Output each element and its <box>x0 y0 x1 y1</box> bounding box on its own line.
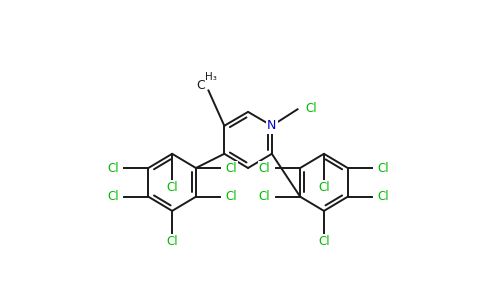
Text: N: N <box>267 119 276 132</box>
Text: H₃: H₃ <box>205 72 217 82</box>
Text: Cl: Cl <box>378 161 389 175</box>
Text: Cl: Cl <box>378 190 389 203</box>
Text: Cl: Cl <box>226 190 237 203</box>
Text: Cl: Cl <box>107 161 119 175</box>
Text: Cl: Cl <box>259 161 271 175</box>
Text: Cl: Cl <box>166 181 178 194</box>
Text: Cl: Cl <box>318 181 330 194</box>
Text: Cl: Cl <box>259 190 271 203</box>
Text: Cl: Cl <box>305 102 317 115</box>
Text: Cl: Cl <box>226 161 237 175</box>
Text: Cl: Cl <box>318 235 330 248</box>
Text: Cl: Cl <box>166 235 178 248</box>
Text: Cl: Cl <box>107 190 119 203</box>
Text: C: C <box>196 79 205 92</box>
